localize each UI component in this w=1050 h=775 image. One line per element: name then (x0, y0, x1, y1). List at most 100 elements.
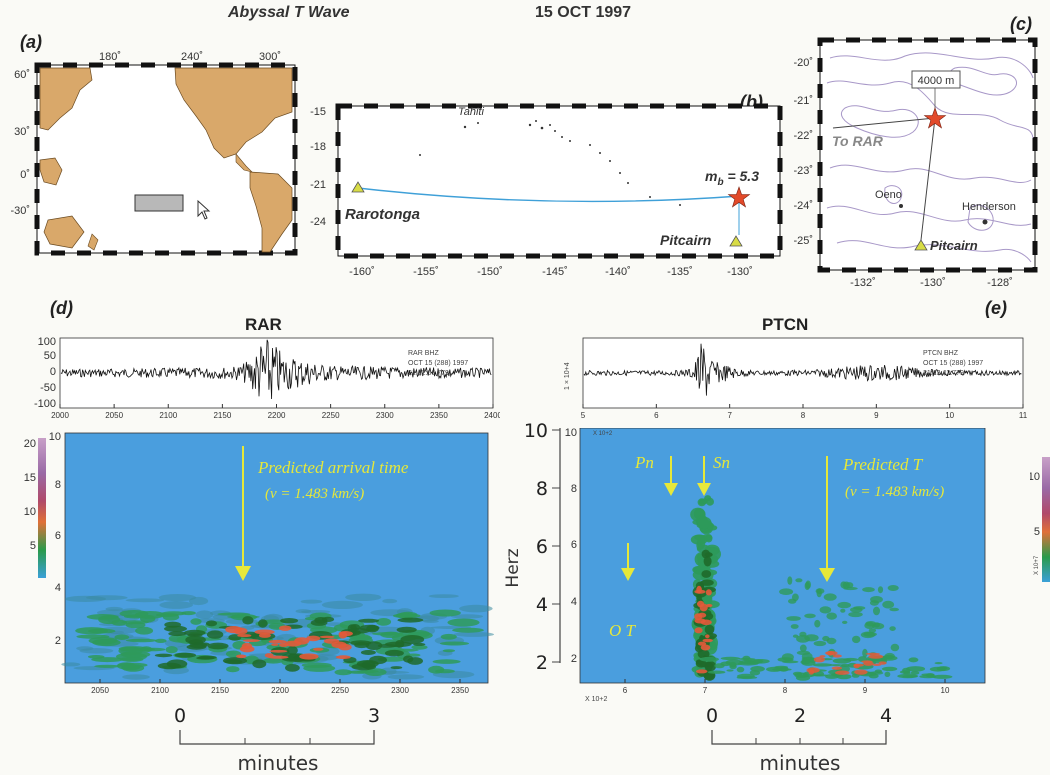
ptcn-spec-tick: 6 (623, 686, 628, 695)
c-lat-tick: -22˚ (793, 130, 813, 142)
ptcn-colorbar: 10 5 X 10+7 (1030, 457, 1050, 582)
rar-spec-tick: 2150 (211, 686, 229, 695)
a-lon-tick: 240˚ (181, 51, 203, 63)
rar-seis-tick: 2300 (376, 411, 394, 420)
svg-text:100: 100 (38, 336, 56, 348)
rarotonga-label: Rarotonga (345, 206, 420, 223)
ptcn-annotation-1: Predicted T (842, 455, 924, 474)
panel-c-map: -20˚ -21˚ -22˚ -23˚ -24˚ -25˚ -132˚ -130… (793, 37, 1038, 289)
svg-text:X 10+2: X 10+2 (585, 696, 607, 703)
ptcn-seis-tick: 5 (581, 411, 586, 420)
panel-d-label: (d) (50, 298, 73, 318)
b-lon-tick: -130˚ (727, 266, 753, 278)
svg-text:-50: -50 (40, 382, 56, 394)
svg-text:0: 0 (706, 705, 718, 727)
svg-text:2: 2 (571, 653, 577, 665)
svg-text:6: 6 (536, 536, 548, 558)
panel-a-label: (a) (20, 32, 42, 52)
to-rar-path (832, 117, 936, 129)
panel-e-label: (e) (985, 298, 1007, 318)
ptcn-spec-tick: 9 (863, 686, 868, 695)
ptcn-waveform (583, 343, 1022, 396)
pn-arrow-icon (664, 483, 678, 496)
svg-text:RAR BHZ: RAR BHZ (408, 350, 439, 357)
oeno-label: Oeno (875, 189, 902, 201)
to-pitcairn-path (920, 117, 936, 241)
land-south-america (249, 171, 293, 253)
svg-text:0: 0 (50, 366, 56, 378)
tahiti-label: Tahiti (458, 106, 484, 118)
rar-seis-tick: 2100 (159, 411, 177, 420)
b-lat-tick: -15 (310, 106, 326, 118)
b-lat-tick: -18 (310, 141, 326, 153)
svg-text:4: 4 (880, 705, 892, 727)
svg-text:10: 10 (524, 420, 548, 442)
contour-depth-label: 4000 m (918, 75, 955, 87)
c-lon-tick: -132˚ (850, 277, 876, 289)
c-lat-tick: -24˚ (793, 200, 813, 212)
cursor-icon (197, 199, 211, 220)
rar-seis-tick: 2250 (322, 411, 340, 420)
svg-text:2: 2 (55, 635, 61, 647)
epicenter-star-icon (923, 107, 947, 129)
svg-text:3: 3 (368, 705, 380, 727)
svg-text:4: 4 (571, 596, 577, 608)
svg-text:10: 10 (565, 428, 577, 439)
rar-annotation-2: (v = 1.483 km/s) (265, 486, 364, 502)
pitcairn-label: Pitcairn (660, 232, 711, 248)
ptcn-spec-tick: 8 (783, 686, 788, 695)
a-lat-tick: 30˚ (14, 126, 30, 138)
rar-annotation-1: Predicted arrival time (257, 458, 409, 477)
c-lat-tick: -20˚ (793, 57, 813, 69)
svg-text:8: 8 (571, 483, 577, 495)
c-lon-tick: -130˚ (920, 277, 946, 289)
rar-minutes-label: minutes (238, 751, 319, 775)
a-lon-tick: 300˚ (259, 51, 281, 63)
a-lat-tick: 60˚ (14, 69, 30, 81)
svg-text:10: 10 (24, 506, 36, 518)
land-north-america (174, 67, 293, 159)
svg-text:0: 0 (174, 705, 186, 727)
land-australia (43, 215, 85, 249)
rar-seis-tick: 2200 (268, 411, 286, 420)
island-dots (419, 120, 681, 206)
svg-text:4: 4 (536, 594, 548, 616)
svg-text:4: 4 (55, 582, 61, 594)
ptcn-minutes-label: minutes (760, 751, 841, 775)
rar-energy-blobs (61, 593, 495, 680)
predicted-t-arrow-icon (819, 568, 835, 582)
b-lon-tick: -145˚ (542, 266, 568, 278)
a-lat-tick: -30˚ (10, 205, 30, 217)
ptcn-seis-tick: 6 (654, 411, 659, 420)
ptcn-annotation-2: (v = 1.483 km/s) (845, 484, 944, 500)
figure-date: 15 OCT 1997 (535, 4, 632, 21)
hz-axis-label: Herz (503, 548, 523, 587)
ot-label: O T (609, 621, 637, 640)
ptcn-seis-tick: 9 (874, 411, 879, 420)
a-lon-tick: 180˚ (99, 51, 121, 63)
svg-text:20: 20 (24, 438, 36, 450)
panel-b-map: -15 -18 -21 -24 -160˚ -155˚ -150˚ -145˚ … (310, 103, 783, 278)
svg-text:6: 6 (571, 539, 577, 551)
svg-text:5: 5 (1034, 526, 1040, 538)
pn-label: Pn (634, 453, 654, 472)
svg-text:X 10+7: X 10+7 (1034, 555, 1040, 575)
ptcn-seis-tick: 11 (1019, 411, 1028, 420)
rar-seis-tick: 2350 (430, 411, 448, 420)
panel-a-world-map: 180˚ 240˚ 300˚ 60˚ 30˚ 0˚ -30˚ (10, 51, 298, 256)
svg-text:5: 5 (30, 540, 36, 552)
rar-seismogram: 100 50 0 -50 -100 2000 2050 2100 2150 2200 22… (34, 336, 500, 420)
rar-spec-tick: 2350 (451, 686, 469, 695)
b-lon-tick: -155˚ (413, 266, 439, 278)
svg-text:OCT 15 (288) 1997: OCT 15 (288) 1997 (408, 360, 468, 367)
ptcn-seis-tick: 10 (945, 411, 954, 420)
rar-seis-tick: 2400 (484, 411, 500, 420)
ptcn-seismogram: 1 × 10+4 5 6 7 8 9 10 11 PTCN BHZ OCT 15 (288)… (564, 337, 1028, 420)
henderson-label: Henderson (962, 201, 1016, 213)
pitcairn-station-icon (729, 235, 743, 247)
svg-text:OCT 15 (288) 1997: OCT 15 (288) 1997 (923, 360, 983, 367)
svg-text:6: 6 (55, 530, 61, 542)
rar-spec-tick: 2050 (91, 686, 109, 695)
rar-spec-tick: 2300 (391, 686, 409, 695)
ptcn-time-scale: 0 2 4 minutes (706, 705, 892, 775)
